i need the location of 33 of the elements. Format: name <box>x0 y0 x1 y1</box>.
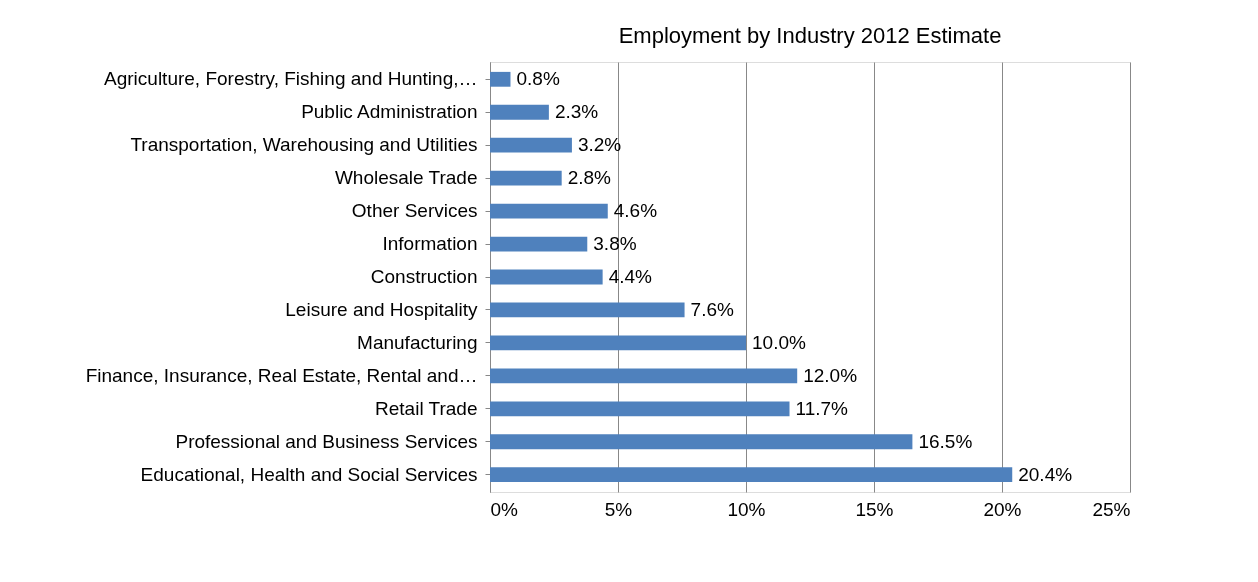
data-label: 10.0% <box>752 331 806 353</box>
data-label: 4.6% <box>613 200 658 222</box>
data-label: 0.8% <box>516 68 560 90</box>
data-label: 3.8% <box>593 233 637 255</box>
data-label: 20.4% <box>1018 463 1073 485</box>
y-tick-label: Manufacturing <box>357 331 478 353</box>
data-label: 2.3% <box>554 101 599 123</box>
data-label: 3.2% <box>577 134 622 156</box>
x-tick-label: 15% <box>855 498 894 520</box>
data-label: 4.4% <box>608 266 653 287</box>
y-tick-label: Leisure and Hospitality <box>285 298 478 320</box>
y-tick-label: Wholesale Trade <box>334 167 478 189</box>
x-tick-label: 0% <box>490 498 519 520</box>
x-tick-label: 25% <box>1092 498 1131 520</box>
x-tick-label: 10% <box>727 498 766 520</box>
y-tick-label: Educational, Health and Social Services <box>140 463 478 485</box>
x-tick-label: 5% <box>604 498 633 520</box>
y-tick-label: Agriculture, Forestry, Fishing and Hunting,… <box>104 68 478 90</box>
y-tick-label: Retail Trade <box>375 397 478 419</box>
data-label: 12.0% <box>803 364 858 386</box>
y-tick-label: Construction <box>370 266 478 287</box>
data-label: 7.6% <box>690 298 734 320</box>
y-tick-label: Information <box>382 233 478 255</box>
y-tick-label: Professional and Business Services <box>175 430 478 452</box>
data-label: 11.7% <box>795 397 849 419</box>
data-label: 16.5% <box>918 430 973 452</box>
x-tick-label: 20% <box>983 498 1022 520</box>
data-label: 2.8% <box>567 167 612 189</box>
chart-title: Employment by Industry 2012 Estimate <box>618 23 1002 48</box>
y-tick-label: Transportation, Warehousing and Utilities <box>130 134 478 156</box>
y-tick-label: Finance, Insurance, Real Estate, Rental and… <box>85 364 478 386</box>
y-tick-label: Other Services <box>351 200 478 222</box>
y-tick-label: Public Administration <box>301 101 478 123</box>
